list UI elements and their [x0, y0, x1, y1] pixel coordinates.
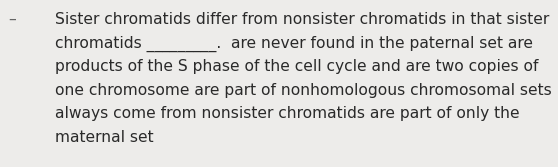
Text: one chromosome are part of nonhomologous chromosomal sets: one chromosome are part of nonhomologous…	[55, 82, 552, 98]
Text: Sister chromatids differ from nonsister chromatids in that sister: Sister chromatids differ from nonsister …	[55, 12, 549, 27]
Text: –: –	[8, 12, 16, 27]
Text: maternal set: maternal set	[55, 129, 153, 144]
Text: always come from nonsister chromatids are part of only the: always come from nonsister chromatids ar…	[55, 106, 519, 121]
Text: products of the S phase of the cell cycle and are two copies of: products of the S phase of the cell cycl…	[55, 59, 538, 74]
Text: chromatids _________.  are never found in the paternal set are: chromatids _________. are never found in…	[55, 36, 533, 52]
